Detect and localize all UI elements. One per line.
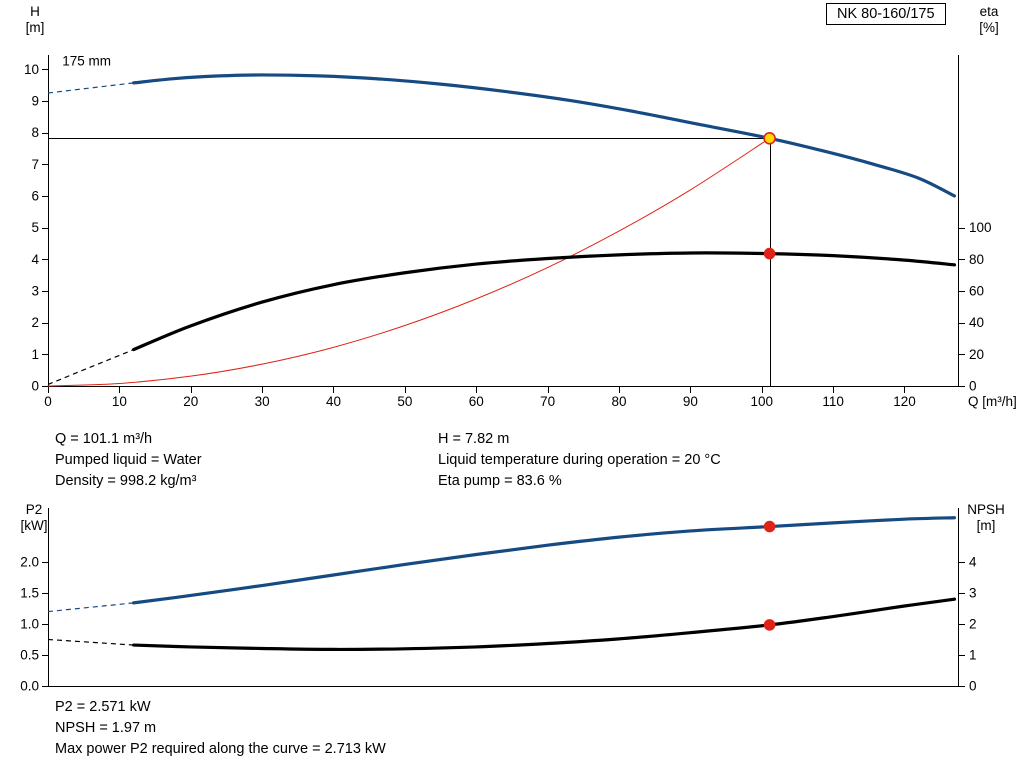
p2-curve [132, 516, 957, 605]
y-left-tick-label: 9 [31, 93, 39, 108]
p2-point [763, 520, 776, 533]
p2-value: P2 = 2.571 kW [55, 699, 151, 715]
power-npsh-data: P2 = 2.571 kW NPSH = 1.97 m Max power P2… [55, 697, 386, 760]
y-right-tick-label: 80 [969, 252, 984, 267]
flow-value: Q = 101.1 m³/h [55, 431, 153, 447]
eta-axis-title: eta [%] [966, 4, 1012, 36]
y-left-tick-label: 5 [31, 220, 39, 235]
npsh-axis-title-symbol: NPSH [967, 502, 1005, 517]
x-tick-label: 100 [750, 394, 773, 409]
x-tick-label: 90 [683, 394, 698, 409]
h-axis-title-symbol: H [30, 4, 40, 19]
y-left-tick-label: 0 [31, 379, 39, 394]
x-tick-label: 40 [326, 394, 341, 409]
x-tick-label: 120 [893, 394, 916, 409]
head-curve-175mm-dashed-leadin [47, 82, 134, 94]
duty-point [763, 132, 776, 145]
y-left-tick-label: 4 [31, 252, 39, 267]
x-axis-unit-label: Q [m³/h] [968, 394, 1017, 409]
x-tick-label: 60 [469, 394, 484, 409]
y-left-tick-label: 8 [31, 125, 39, 140]
npsh-point [763, 619, 776, 631]
p2-curve-dashed-leadin [47, 602, 134, 613]
pump-model-badge: NK 80-160/175 [826, 3, 946, 25]
density-value: Density = 998.2 kg/m³ [55, 473, 197, 489]
y-left-tick-label: 7 [31, 157, 39, 172]
liquid-temperature: Liquid temperature during operation = 20… [438, 452, 721, 468]
eta-curve-dashed-leadin [47, 349, 134, 385]
y-left-tick-label: 1.5 [20, 585, 39, 600]
y-left-tick-label: 10 [24, 62, 39, 77]
head-value: H = 7.82 m [438, 431, 510, 447]
npsh-curve-dashed-leadin [47, 638, 134, 646]
eta-pump-value: Eta pump = 83.6 % [438, 473, 562, 489]
p2-axis-title-unit: [kW] [20, 518, 48, 533]
h-axis-title: H [m] [14, 4, 56, 36]
impeller-size-label: 175 mm [62, 53, 111, 68]
y-right-tick-label: 2 [969, 616, 977, 631]
y-right-tick-label: 4 [969, 554, 977, 569]
operating-data-right: H = 7.82 m Liquid temperature during ope… [438, 429, 721, 492]
eta-axis-title-symbol: eta [979, 4, 999, 19]
max-power-note: Max power P2 required along the curve = … [55, 741, 386, 757]
y-left-tick-label: 0.0 [20, 679, 39, 694]
x-tick-label: 10 [112, 394, 127, 409]
x-tick-label: 20 [183, 394, 198, 409]
system-curve [47, 137, 771, 387]
h-axis-title-unit: [m] [25, 20, 45, 35]
y-right-tick-label: 40 [969, 315, 984, 330]
y-left-tick-label: 1 [31, 347, 39, 362]
head-eta-chart: 0 10 20 30 40 50 60 70 80 90 100 110 120 Q [m³/h]0123… [24, 53, 1017, 409]
eta-curve [132, 251, 957, 352]
y-right-tick-label: 3 [969, 585, 977, 600]
y-right-tick-label: 100 [969, 220, 992, 235]
x-tick-label: 30 [255, 394, 270, 409]
y-left-tick-label: 6 [31, 188, 39, 203]
npsh-value: NPSH = 1.97 m [55, 720, 157, 736]
eta-point [763, 247, 776, 260]
y-right-tick-label: 0 [969, 379, 977, 394]
y-right-tick-label: 1 [969, 647, 977, 662]
x-tick-label: 70 [540, 394, 555, 409]
pumped-liquid: Pumped liquid = Water [55, 452, 202, 468]
x-tick-label: 110 [822, 394, 844, 409]
p2-axis-title: P2 [kW] [10, 502, 58, 534]
y-left-tick-label: 3 [31, 283, 39, 298]
p2-npsh-chart: 0.0 0.5 1.0 1.5 2.0 0 1 2 3 4 [20, 508, 977, 694]
y-right-tick-label: 60 [969, 283, 984, 298]
x-tick-label: 50 [397, 394, 412, 409]
x-tick-label: 0 [44, 394, 52, 409]
y-left-tick-label: 0.5 [20, 647, 39, 662]
npsh-axis-title-unit: [m] [976, 518, 996, 533]
x-tick-label: 80 [611, 394, 626, 409]
y-left-tick-label: 1.0 [20, 616, 39, 631]
npsh-curve [132, 597, 957, 652]
npsh-axis-title: NPSH [m] [956, 502, 1016, 534]
y-right-tick-label: 20 [969, 347, 984, 362]
y-right-tick-label: 0 [969, 679, 977, 694]
operating-data-left: Q = 101.1 m³/h Pumped liquid = Water Den… [55, 429, 202, 492]
p2-axis-title-symbol: P2 [25, 502, 43, 517]
head-curve-175mm [132, 73, 957, 198]
eta-axis-title-unit: [%] [979, 20, 999, 35]
y-left-tick-label: 2 [31, 315, 39, 330]
y-left-tick-label: 2.0 [20, 554, 39, 569]
